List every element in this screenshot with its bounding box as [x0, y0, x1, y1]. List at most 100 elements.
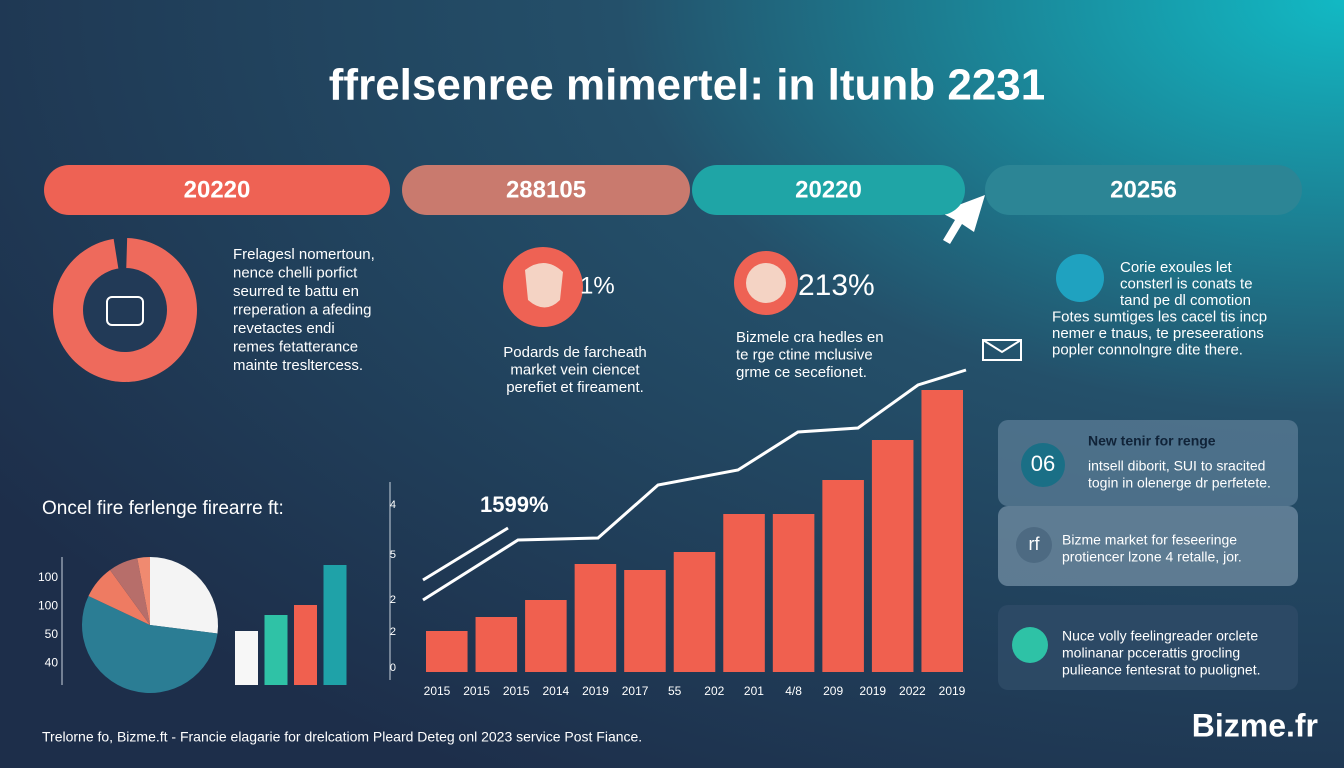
bar: [772, 514, 815, 672]
text-line: rreperation a afeding: [233, 301, 371, 318]
pie-slice: [88, 569, 150, 625]
text-line: Bizme market for feseeringe: [1062, 532, 1237, 548]
text-line: seurred te battu en: [233, 283, 359, 300]
text-line: tand pe dl comotion: [1120, 292, 1251, 309]
x-tick-label: 55: [668, 684, 682, 698]
y-tick-label: 50: [45, 627, 59, 641]
x-tick-label: 2017: [622, 684, 649, 698]
pin-icon: [1056, 254, 1104, 302]
x-tick-label: 2015: [503, 684, 530, 698]
y-tick-label: 2: [390, 626, 396, 638]
x-tick-label: 2019: [939, 684, 966, 698]
text-line: te rge ctine mclusive: [736, 346, 873, 363]
bar: [235, 631, 258, 685]
x-tick-label: 2015: [463, 684, 490, 698]
text-line: remes fetatterance: [233, 338, 358, 355]
footer: Trelorne fo, Bizme.ft - Francie elagarie…: [42, 729, 642, 745]
y-tick-label: 40: [45, 656, 59, 670]
bar: [323, 565, 347, 685]
tab-label: 20220: [795, 176, 862, 203]
donut-icon: [106, 296, 144, 326]
bar: [822, 480, 864, 672]
x-tick-label: 201: [744, 684, 764, 698]
x-tick-label: 2015: [424, 684, 451, 698]
pie-slice: [137, 557, 150, 625]
card-icon-label: 06: [1031, 451, 1055, 476]
logo: Bizme.fr: [1192, 707, 1318, 743]
text-line: popler connolngre dite there.: [1052, 341, 1243, 358]
pie-slice: [82, 596, 218, 693]
tab: [44, 165, 390, 215]
card-icon: [1021, 443, 1065, 487]
x-tick-label: 202: [704, 684, 724, 698]
bar: [871, 440, 914, 672]
card-icon: [1016, 527, 1052, 563]
text-line: Podards de farcheath: [503, 344, 646, 361]
bar: [574, 564, 617, 672]
bar: [426, 631, 468, 672]
text-line: molinanar pccerattis grocling: [1062, 645, 1240, 661]
text-line: togin in olenerge dr perfetete.: [1088, 475, 1271, 491]
text-line: protiencer lzone 4 retalle, jor.: [1062, 549, 1242, 565]
card: [998, 605, 1298, 690]
bar: [264, 615, 288, 685]
x-tick-label: 209: [823, 684, 843, 698]
tab-label: 288105: [506, 176, 586, 203]
pie-slice: [150, 557, 218, 634]
bar: [723, 514, 765, 672]
y-tick-label: 100: [38, 570, 58, 584]
section-label: Oncel fire ferlenge firearre ft:: [42, 498, 284, 519]
y-tick-label: 5: [390, 549, 396, 561]
tab: [985, 165, 1302, 215]
face-icon-detail: [525, 262, 563, 308]
chart-label: 1599%: [480, 492, 549, 517]
tab-label: 20220: [184, 176, 251, 203]
line: [422, 368, 967, 602]
text-line: perefiet et fireament.: [506, 379, 644, 396]
mail-icon: [982, 339, 1022, 361]
text-line: pulieance fentesrat to puolignet.: [1062, 662, 1260, 678]
percent: 1%: [580, 272, 615, 299]
text-line: grme ce secefionet.: [736, 364, 867, 381]
face-icon-detail: [746, 263, 786, 303]
x-tick-label: 2019: [859, 684, 886, 698]
bar: [673, 552, 716, 672]
bar: [525, 600, 567, 672]
x-tick-label: 4/8: [785, 684, 802, 698]
percent: 213%: [798, 269, 875, 302]
text-line: Corie exoules let: [1120, 259, 1233, 276]
text-line: intsell diborit, SUI to sracited: [1088, 458, 1265, 474]
text-line: mainte tresltercess.: [233, 357, 363, 374]
tab: [692, 165, 965, 215]
text-line: Frelagesl nomertoun,: [233, 246, 375, 263]
card: [998, 420, 1298, 506]
line: [422, 526, 509, 582]
text-line: market vein ciencet: [510, 361, 640, 378]
cursor-icon: [940, 195, 985, 244]
y-tick-label: 4: [390, 499, 396, 511]
text-line: revetactes endi: [233, 320, 335, 337]
pie-slice: [110, 558, 150, 625]
bar: [475, 617, 518, 672]
card: [998, 506, 1298, 586]
text-line: Fotes sumtiges les cacel tis incp: [1052, 308, 1267, 325]
text-line: Nuce volly feelingreader orclete: [1062, 628, 1258, 644]
text-line: nemer e tnaus, te preseerations: [1052, 325, 1264, 342]
donut-hole: [83, 268, 167, 352]
y-tick-label: 100: [38, 599, 58, 613]
card-icon: [1012, 627, 1048, 663]
x-tick-label: 2022: [899, 684, 926, 698]
text-line: nence chelli porfict: [233, 264, 358, 281]
text-line: Bizmele cra hedles en: [736, 329, 884, 346]
tab: [402, 165, 690, 215]
bar: [921, 390, 963, 672]
text-line: consterl is conats te: [1120, 275, 1253, 292]
bar: [624, 570, 666, 672]
tab-label: 20256: [1110, 176, 1177, 203]
x-tick-label: 2019: [582, 684, 609, 698]
y-tick-label: 2: [390, 594, 396, 606]
card-icon-label: rf: [1029, 534, 1041, 554]
title: ffrelsenree mimertel: in ltunb 2231: [329, 61, 1045, 110]
card-title: New tenir for renge: [1088, 433, 1216, 449]
